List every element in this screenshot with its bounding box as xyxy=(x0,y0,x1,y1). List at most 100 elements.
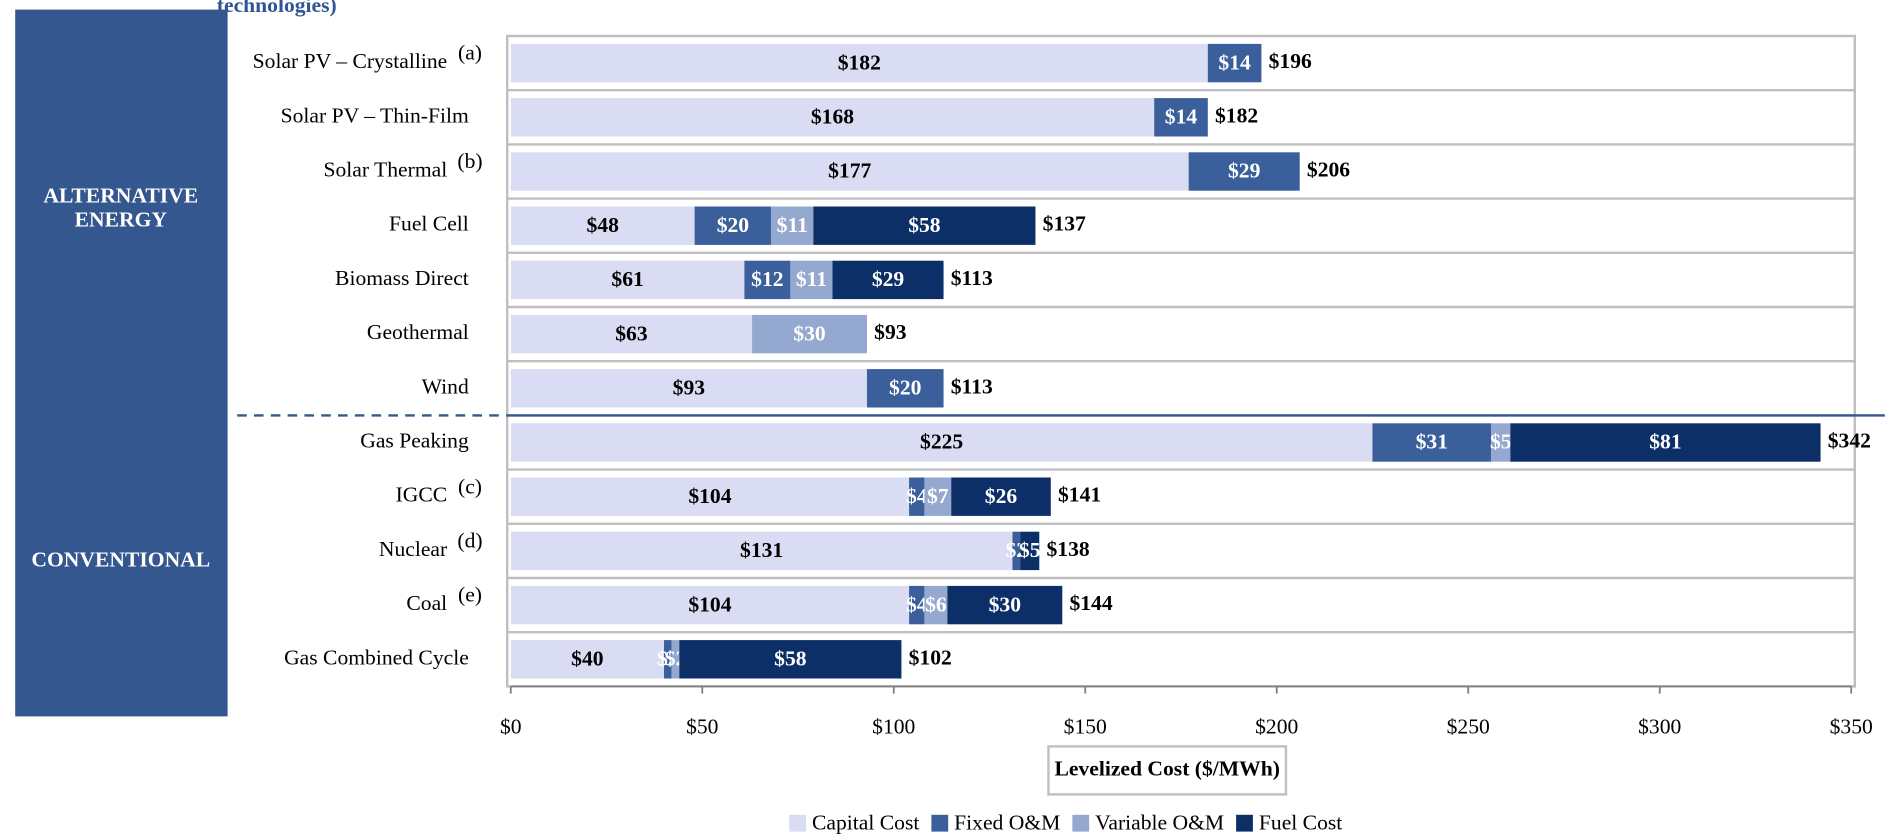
bar-segment xyxy=(752,314,867,354)
x-tick-label: $200 xyxy=(1255,714,1298,738)
x-tick-label: $250 xyxy=(1447,714,1490,738)
value-label: $93 xyxy=(673,375,706,399)
x-tick-label: $0 xyxy=(500,714,522,738)
group-box xyxy=(15,9,228,407)
value-label: $7 xyxy=(927,484,949,508)
bar-segment xyxy=(510,423,1373,462)
total-label: $138 xyxy=(1047,537,1090,561)
bar-segment xyxy=(924,585,948,625)
value-label: $12 xyxy=(751,267,783,291)
legend: Capital Cost Fixed O&M Variable O&M Fuel Co… xyxy=(789,810,1342,834)
y-tick-label: Fuel Cell xyxy=(389,212,469,236)
x-tick-label: $350 xyxy=(1830,714,1873,738)
bar-segment xyxy=(1207,43,1262,83)
bar-segment xyxy=(510,369,867,408)
y-tick-label: Solar Thermal xyxy=(323,157,447,181)
total-label: $141 xyxy=(1058,483,1101,507)
bar-segment xyxy=(790,260,833,300)
y-tick-label: Coal xyxy=(406,591,447,615)
total-label: $137 xyxy=(1043,212,1086,236)
total-label: $206 xyxy=(1307,157,1350,181)
value-label: $131 xyxy=(740,538,783,562)
bar-segment xyxy=(1372,423,1492,462)
value-label: $225 xyxy=(920,430,963,454)
legend-label: Fixed O&M xyxy=(954,810,1060,834)
y-tick-label: IGCC xyxy=(396,483,448,507)
bar-segment xyxy=(771,206,814,245)
value-label: $26 xyxy=(985,484,1018,508)
group-label: ALTERNATIVE ENERGY xyxy=(43,183,198,231)
category-note: (e) xyxy=(458,583,482,607)
value-label: $81 xyxy=(1649,430,1681,454)
total-label: $342 xyxy=(1828,428,1871,452)
value-label: $58 xyxy=(908,213,941,237)
x-axis-title-box xyxy=(1047,745,1288,796)
legend-label: Capital Cost xyxy=(812,810,919,834)
x-axis-title: Levelized Cost ($/MWh) xyxy=(1054,756,1280,780)
value-label: $20 xyxy=(717,213,749,237)
bar-segment xyxy=(510,477,910,516)
y-tick-label: Wind xyxy=(422,374,469,398)
total-label: $113 xyxy=(951,266,993,290)
bar-segment xyxy=(510,640,664,679)
y-tick-label: Nuclear xyxy=(379,537,447,561)
bar-segment xyxy=(1510,423,1821,462)
bar-segment xyxy=(1188,152,1300,191)
bar-segment xyxy=(510,585,910,625)
value-label: $4 xyxy=(906,484,928,508)
bar-segment xyxy=(832,260,944,300)
value-label: $14 xyxy=(1218,50,1251,74)
total-label: $144 xyxy=(1069,591,1112,615)
x-tick-label: $300 xyxy=(1638,714,1681,738)
y-tick-label: Solar PV – Crystalline xyxy=(253,49,448,73)
bar-segment xyxy=(1491,423,1511,462)
bar-segment xyxy=(510,314,753,354)
bar-segment xyxy=(744,260,791,300)
bar-segment xyxy=(510,531,1013,571)
bar-segment xyxy=(671,640,680,679)
bar-segment xyxy=(909,477,925,516)
value-label: $104 xyxy=(688,592,731,616)
bar-segment xyxy=(679,640,902,679)
total-label: $102 xyxy=(909,645,952,669)
group-label: CONVENTIONAL xyxy=(31,548,210,572)
category-note: (b) xyxy=(457,149,482,173)
legend-label: Fuel Cost xyxy=(1259,810,1342,834)
value-label: $29 xyxy=(1228,159,1261,183)
legend-swatch xyxy=(789,814,806,832)
legend-label: Variable O&M xyxy=(1095,810,1224,834)
bar-segment xyxy=(510,98,1155,137)
bar-segment xyxy=(510,43,1208,83)
value-label: $11 xyxy=(777,213,808,237)
x-tick-label: $50 xyxy=(686,714,718,738)
legend-swatch xyxy=(931,814,949,832)
value-label: $6 xyxy=(925,592,947,616)
x-tick-label: $150 xyxy=(1064,714,1107,738)
bar-segment xyxy=(951,477,1051,516)
bar-segment xyxy=(663,640,672,679)
y-tick-label: Gas Combined Cycle xyxy=(284,645,469,669)
total-label: $93 xyxy=(874,320,907,344)
total-label: $182 xyxy=(1215,103,1258,127)
y-tick-label: Solar PV – Thin-Film xyxy=(281,103,469,127)
total-label: $196 xyxy=(1269,49,1312,73)
y-tick-label: Biomass Direct xyxy=(335,266,469,290)
category-note: (a) xyxy=(458,41,482,65)
legend-swatch xyxy=(1072,814,1090,832)
bar-segment xyxy=(947,585,1063,625)
bar-segment xyxy=(1154,98,1208,137)
bar-segment xyxy=(924,477,952,516)
bar-segment xyxy=(1020,531,1040,571)
value-label: $30 xyxy=(989,592,1021,616)
y-tick-label: Gas Peaking xyxy=(360,428,469,452)
value-label: $31 xyxy=(1416,430,1448,454)
value-label: $29 xyxy=(872,267,905,291)
category-note: (c) xyxy=(458,474,482,498)
y-tick-label: Geothermal xyxy=(367,320,469,344)
value-label: $58 xyxy=(774,646,807,670)
bar-segment xyxy=(813,206,1036,245)
value-label: $182 xyxy=(838,50,881,74)
bar-segment xyxy=(866,369,944,408)
value-label: $168 xyxy=(811,104,854,128)
